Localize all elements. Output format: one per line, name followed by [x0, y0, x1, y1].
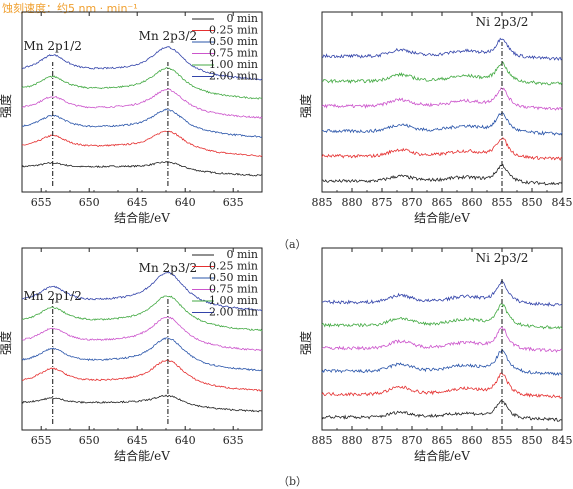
- legend-label-b-mn-1: 0.25 min: [209, 260, 258, 273]
- series-line-a-ni-3: [321, 87, 563, 111]
- series-line-a-mn-4: [21, 67, 263, 100]
- y-axis-label-a-ni: 强度: [298, 94, 313, 118]
- x-tick-label-a-mn-2: 645: [127, 196, 148, 209]
- series-line-b-ni-0: [321, 400, 563, 422]
- peak-label-a-mn-0: Mn 2p1/2: [23, 39, 81, 53]
- legend-label-a-mn-4: 1.00 min: [209, 58, 258, 71]
- series-line-b-mn-0: [21, 394, 263, 413]
- x-tick-label-b-mn-4: 635: [223, 434, 244, 447]
- x-tick-label-a-mn-0: 655: [31, 196, 52, 209]
- peak-label-b-mn-1: Mn 2p3/2: [139, 261, 197, 275]
- x-tick-label-a-mn-3: 640: [175, 196, 196, 209]
- legend-label-b-mn-4: 1.00 min: [209, 294, 258, 307]
- x-tick-label-a-ni-8: 845: [552, 196, 573, 209]
- plot-frame-a-ni: [321, 11, 563, 193]
- legend-label-b-mn-5: 2.00 min: [209, 306, 258, 319]
- x-tick-label-b-ni-6: 855: [492, 434, 513, 447]
- series-line-b-mn-2: [21, 337, 263, 372]
- x-tick-label-a-ni-0: 885: [312, 196, 333, 209]
- plot-frame-b-ni: [321, 247, 563, 431]
- peak-label-b-mn-0: Mn 2p1/2: [23, 289, 81, 303]
- legend-label-b-mn-2: 0.50 min: [209, 271, 258, 284]
- peak-label-b-ni-0: Ni 2p3/2: [476, 251, 529, 265]
- x-tick-label-b-ni-7: 850: [522, 434, 543, 447]
- x-tick-label-b-mn-2: 645: [127, 434, 148, 447]
- x-tick-label-b-mn-0: 655: [31, 434, 52, 447]
- series-line-a-mn-3: [21, 88, 263, 119]
- x-tick-label-b-mn-1: 650: [79, 434, 100, 447]
- y-axis-label-a-mn: 强度: [0, 94, 13, 118]
- panel-label-b: （b）: [278, 475, 308, 488]
- x-tick-label-b-ni-1: 880: [342, 434, 363, 447]
- legend-label-a-mn-2: 0.50 min: [209, 35, 258, 48]
- x-tick-label-a-ni-7: 850: [522, 196, 543, 209]
- peak-label-a-ni-0: Ni 2p3/2: [476, 15, 529, 29]
- series-line-a-ni-4: [321, 61, 563, 86]
- panel-label-a: （a）: [278, 238, 307, 251]
- series-line-b-mn-3: [21, 315, 263, 352]
- series-line-b-ni-3: [321, 325, 563, 353]
- x-tick-label-b-ni-2: 875: [372, 434, 393, 447]
- series-line-b-mn-5: [21, 271, 263, 312]
- peak-label-a-mn-1: Mn 2p3/2: [139, 29, 197, 43]
- x-axis-label-a-mn: 结合能/eV: [114, 210, 170, 225]
- series-line-b-mn-1: [21, 359, 263, 392]
- legend-label-a-mn-5: 2.00 min: [209, 70, 258, 83]
- x-tick-label-b-ni-5: 860: [462, 434, 483, 447]
- series-line-a-mn-0: [21, 161, 263, 177]
- series-line-b-mn-4: [21, 295, 263, 332]
- series-line-b-ni-2: [321, 348, 563, 376]
- x-axis-label-b-ni: 结合能/eV: [414, 448, 470, 463]
- legend-label-b-mn-0: 0 min: [226, 248, 258, 261]
- series-line-a-mn-1: [21, 130, 263, 158]
- legend-label-a-mn-1: 0.25 min: [209, 24, 258, 37]
- x-tick-label-a-ni-3: 870: [402, 196, 423, 209]
- series-line-b-ni-5: [322, 279, 563, 307]
- legend-label-a-mn-3: 0.75 min: [209, 47, 258, 60]
- series-line-a-ni-1: [321, 137, 563, 162]
- series-line-a-ni-0: [322, 164, 563, 186]
- legend-label-b-mn-3: 0.75 min: [209, 283, 258, 296]
- x-tick-label-a-ni-2: 875: [372, 196, 393, 209]
- y-axis-label-b-mn: 强度: [0, 331, 13, 355]
- series-line-a-mn-5: [21, 46, 263, 81]
- x-axis-label-b-mn: 结合能/eV: [114, 448, 170, 463]
- x-tick-label-a-ni-1: 880: [342, 196, 363, 209]
- legend-label-a-mn-0: 0 min: [226, 12, 258, 25]
- series-line-b-ni-1: [321, 372, 563, 399]
- x-tick-label-b-ni-3: 870: [402, 434, 423, 447]
- x-tick-label-a-mn-1: 650: [79, 196, 100, 209]
- series-line-b-ni-4: [321, 303, 563, 330]
- x-tick-label-b-ni-8: 845: [552, 434, 573, 447]
- x-tick-label-b-ni-4: 865: [432, 434, 453, 447]
- x-tick-label-a-mn-4: 635: [223, 196, 244, 209]
- series-line-a-ni-5: [321, 37, 563, 61]
- x-tick-label-b-ni-0: 885: [312, 434, 333, 447]
- x-tick-label-a-ni-6: 855: [492, 196, 513, 209]
- x-tick-label-a-ni-4: 865: [432, 196, 453, 209]
- series-line-a-ni-2: [321, 111, 563, 136]
- x-tick-label-b-mn-3: 640: [175, 434, 196, 447]
- x-axis-label-a-ni: 结合能/eV: [414, 210, 470, 225]
- x-tick-label-a-ni-5: 860: [462, 196, 483, 209]
- y-axis-label-b-ni: 强度: [298, 331, 313, 355]
- series-line-a-mn-2: [21, 108, 263, 138]
